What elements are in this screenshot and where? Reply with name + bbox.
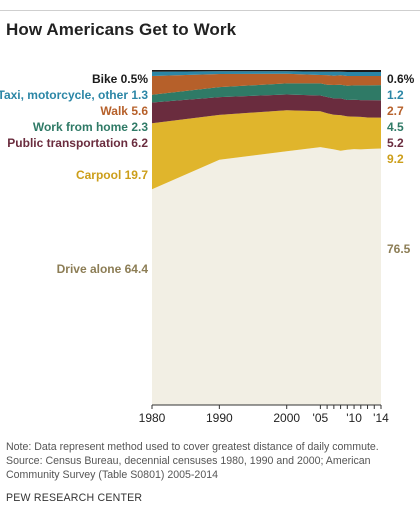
area-layer <box>152 70 381 405</box>
source-line: Source: Census Bureau, decennial censuse… <box>6 455 371 467</box>
end-label: 5.2 <box>387 136 404 150</box>
start-label: Public transportation 6.2 <box>7 136 148 150</box>
chart-title: How Americans Get to Work <box>6 20 237 39</box>
end-label: 4.5 <box>387 120 404 134</box>
x-tick-label: '14 <box>373 411 389 425</box>
area-work-from-home <box>152 83 381 103</box>
end-label: 2.7 <box>387 104 404 118</box>
start-label: Work from home 2.3 <box>32 120 148 134</box>
start-label: Taxi, motorcycle, other 1.3 <box>0 88 148 102</box>
end-label: 1.2 <box>387 88 404 102</box>
area-bike <box>152 70 381 72</box>
start-label: Bike 0.5% <box>91 72 148 86</box>
area-carpool <box>152 110 381 190</box>
start-label: Carpool 19.7 <box>75 168 148 182</box>
chart-note: Note: Data represent method used to cove… <box>6 440 416 482</box>
stacked-area-chart <box>151 70 382 409</box>
end-label: 0.6% <box>387 72 415 86</box>
area-drive-alone <box>152 147 381 405</box>
source-line-cont: Community Survey (Table S0801) 2005-2014 <box>6 469 218 481</box>
start-label: Walk 5.6 <box>100 104 148 118</box>
x-tick-label: 1990 <box>205 411 233 425</box>
x-tick-label: 2000 <box>273 411 301 425</box>
area-taxi-motorcycle-other <box>152 71 381 76</box>
x-tick-label: 1980 <box>138 411 166 425</box>
end-label: 9.2 <box>387 152 404 166</box>
area-walk <box>152 73 381 95</box>
x-ticks <box>151 405 382 409</box>
area-public-transportation <box>152 94 381 124</box>
x-tick-label: '10 <box>346 411 362 425</box>
start-label: Drive alone 64.4 <box>56 262 148 276</box>
x-tick-label: '05 <box>312 411 329 425</box>
note-line: Note: Data represent method used to cove… <box>6 441 379 453</box>
brand-footer: PEW RESEARCH CENTER <box>6 492 143 504</box>
title-rule <box>0 10 420 11</box>
end-label: 76.5 <box>387 242 411 256</box>
